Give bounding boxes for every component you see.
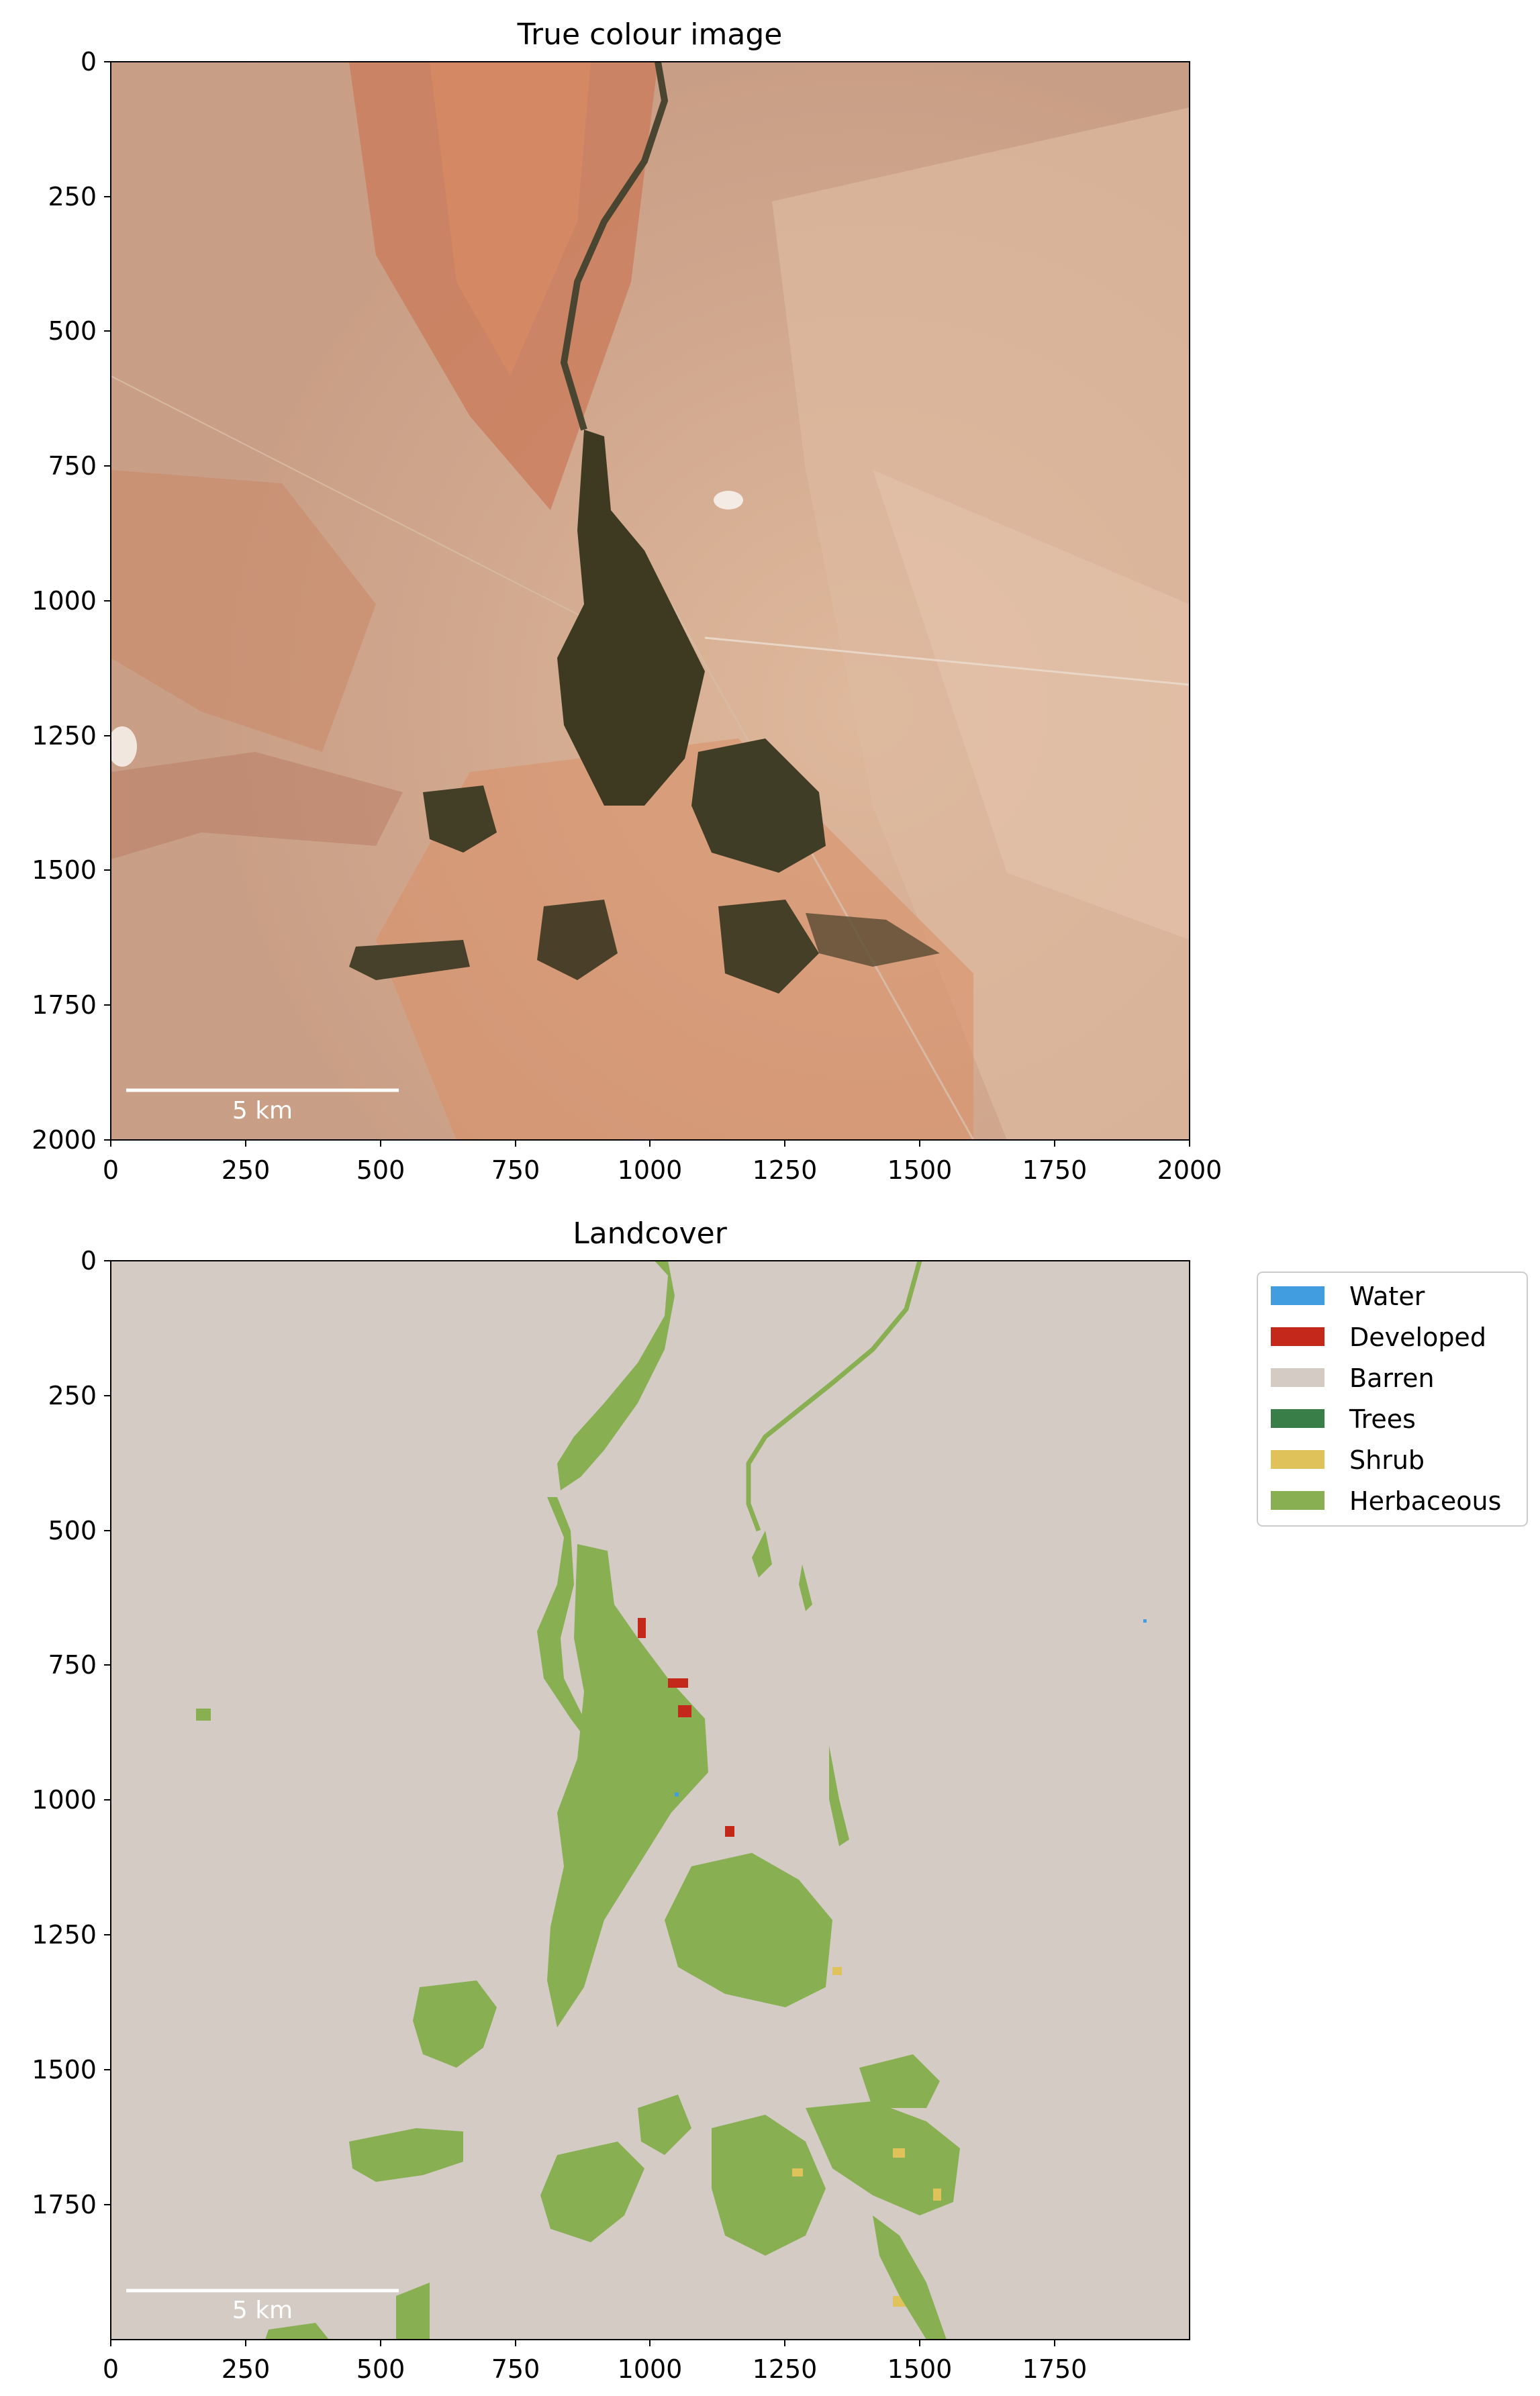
legend-label-trees: Trees [1349, 1404, 1416, 1434]
true-colour-image [111, 62, 1190, 1140]
y-tick-label: 500 [48, 316, 97, 346]
panel-title-landcover: Landcover [573, 1216, 728, 1251]
y-tick-label: 750 [48, 1650, 97, 1680]
legend-swatch-trees [1271, 1409, 1325, 1428]
x-tick-label: 1500 [887, 1155, 953, 1185]
y-tick-label: 250 [48, 182, 97, 211]
y-tick-label: 1500 [32, 2055, 97, 2084]
y-tick-label: 1000 [32, 586, 97, 616]
x-tick-label: 1750 [1022, 1155, 1088, 1185]
y-tick-label: 1750 [32, 990, 97, 1020]
landcover-y-axis: 0 250 500 750 1000 1250 1500 1750 [32, 1246, 111, 2219]
x-tick-label: 500 [356, 2354, 405, 2384]
x-tick-label: 1250 [753, 1155, 818, 1185]
x-tick-label: 1000 [618, 2354, 683, 2384]
x-tick-label: 0 [103, 1155, 119, 1185]
x-tick-label: 1500 [887, 2354, 953, 2384]
legend-box [1257, 1272, 1528, 1527]
landcover-map [111, 1261, 1190, 2340]
x-tick-label: 750 [491, 2354, 540, 2384]
x-tick-label: 500 [356, 1155, 405, 1185]
true-colour-x-axis: 0 250 500 750 1000 1250 1500 1750 2000 [103, 1140, 1222, 1185]
y-tick-label: 2000 [32, 1125, 97, 1155]
x-tick-label: 250 [222, 1155, 271, 1185]
legend-swatch-herbaceous [1271, 1491, 1325, 1510]
true-colour-y-axis: 0 250 500 750 1000 1250 1500 1750 2000 [32, 47, 111, 1155]
legend-swatch-water [1271, 1286, 1325, 1305]
y-tick-label: 1750 [32, 2190, 97, 2219]
legend-label-developed: Developed [1349, 1323, 1486, 1352]
legend-label-herbaceous: Herbaceous [1349, 1486, 1501, 1516]
y-tick-label: 0 [81, 1246, 97, 1276]
x-tick-label: 1250 [753, 2354, 818, 2384]
panel-title-true-colour: True colour image [517, 17, 783, 52]
legend-label-shrub: Shrub [1349, 1445, 1425, 1475]
legend-swatch-barren [1271, 1368, 1325, 1387]
landcover-x-axis: 0 250 500 750 1000 1250 1500 1750 [103, 2340, 1087, 2384]
x-tick-label: 1750 [1022, 2354, 1088, 2384]
x-tick-label: 0 [103, 2354, 119, 2384]
true-colour-scale-label: 5 km [232, 1097, 293, 1124]
landcover-scale-label: 5 km [232, 2297, 293, 2324]
landcover-legend: Water Developed Barren Trees Shrub Herba… [1257, 1272, 1528, 1527]
y-tick-label: 750 [48, 451, 97, 481]
y-tick-label: 500 [48, 1516, 97, 1545]
y-tick-label: 1500 [32, 855, 97, 885]
y-tick-label: 1250 [32, 1920, 97, 1950]
x-tick-label: 250 [222, 2354, 271, 2384]
legend-swatch-developed [1271, 1327, 1325, 1346]
x-tick-label: 2000 [1157, 1155, 1222, 1185]
y-tick-label: 1000 [32, 1785, 97, 1815]
legend-swatch-shrub [1271, 1450, 1325, 1469]
legend-label-barren: Barren [1349, 1363, 1435, 1393]
x-tick-label: 1000 [618, 1155, 683, 1185]
y-tick-label: 1250 [32, 721, 97, 751]
legend-label-water: Water [1349, 1282, 1425, 1311]
y-tick-label: 250 [48, 1381, 97, 1410]
y-tick-label: 0 [81, 47, 97, 77]
x-tick-label: 750 [491, 1155, 540, 1185]
